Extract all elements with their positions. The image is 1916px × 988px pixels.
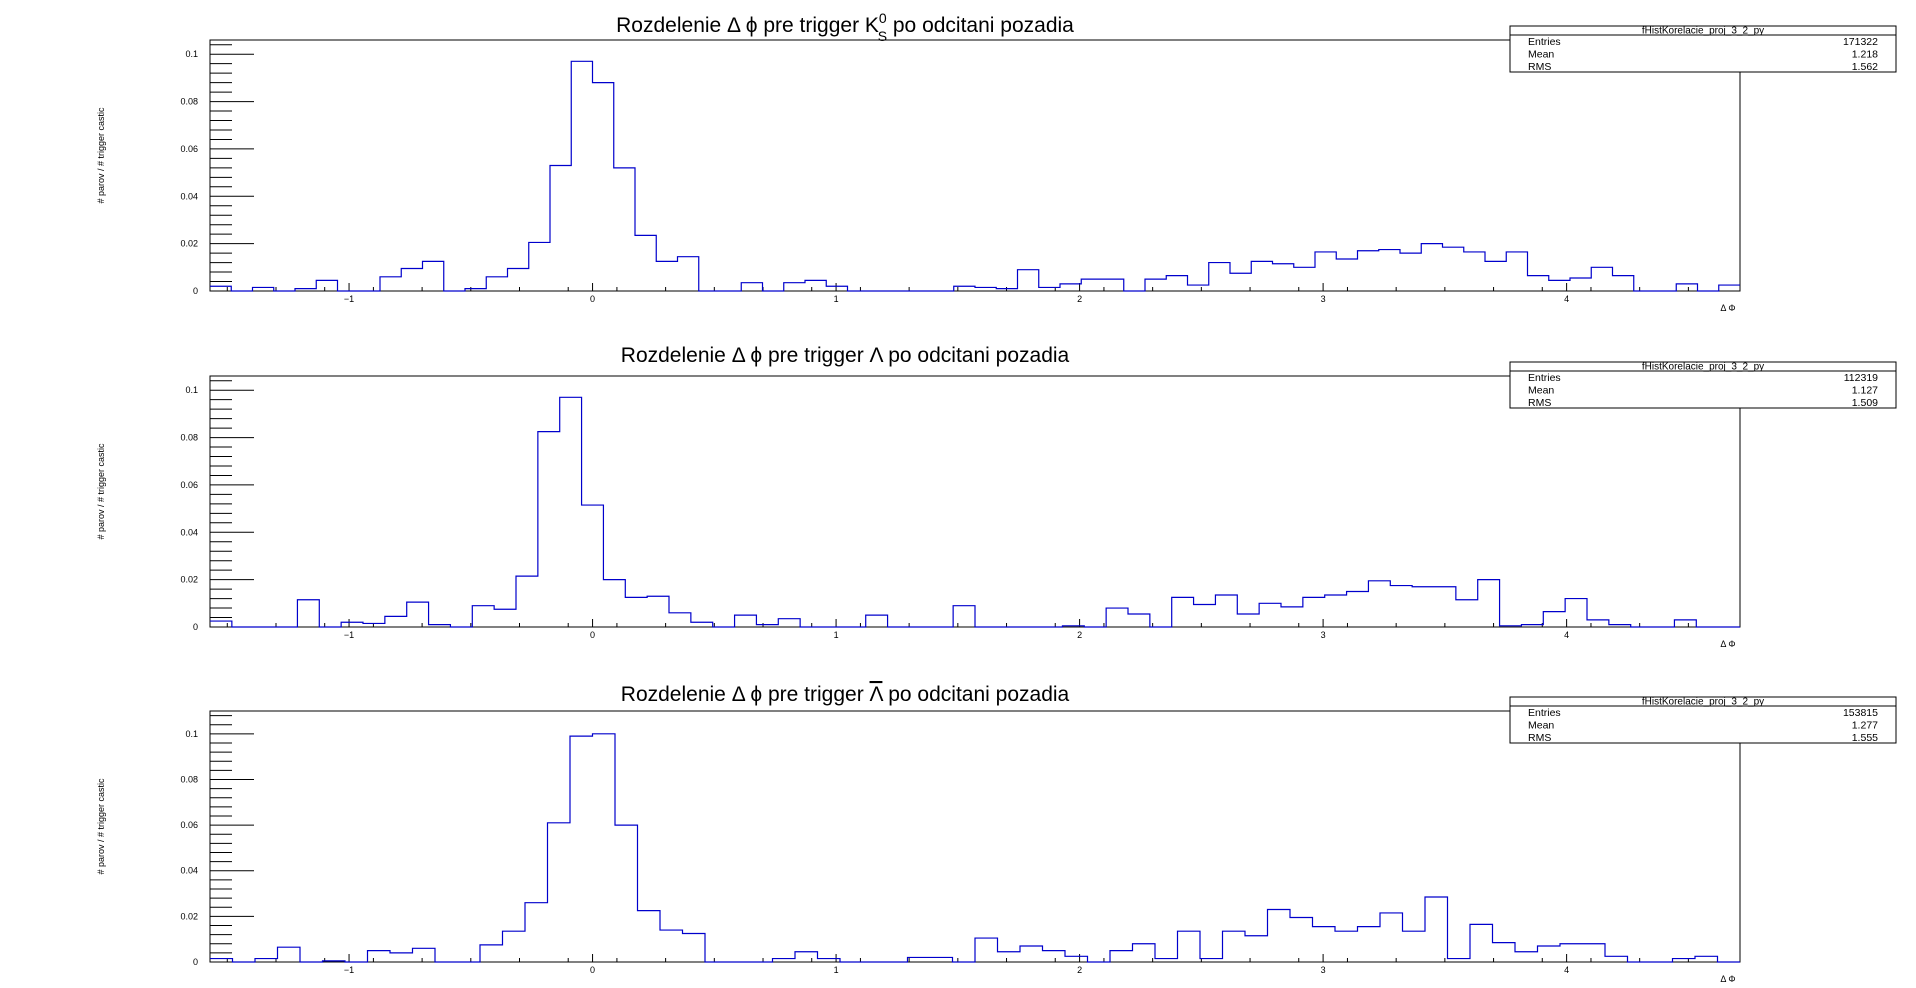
stats-value: 1.562 (1852, 61, 1878, 73)
y-tick-label: 0.08 (180, 433, 198, 443)
y-tick-label: 0.08 (180, 97, 198, 107)
x-tick-label: 2 (1077, 294, 1082, 304)
title-subscript: S (878, 28, 887, 44)
stats-value: 1.127 (1852, 385, 1878, 397)
title-suffix: po odcitani pozadia (882, 344, 1069, 367)
y-tick-label: 0.08 (180, 774, 198, 784)
chart-title: Rozdelenie Δ ϕ pre trigger Λ po odcitani… (621, 344, 1070, 367)
x-tick-label: 4 (1564, 965, 1569, 975)
histogram-line (210, 60, 1740, 292)
stats-value: 153815 (1843, 707, 1878, 719)
x-tick-label: 3 (1321, 630, 1326, 640)
y-tick-label: 0.04 (180, 866, 198, 876)
stats-value: 1.509 (1852, 397, 1878, 409)
title-text: Rozdelenie Δ ϕ pre trigger (616, 14, 865, 37)
stats-label: Entries (1528, 36, 1561, 48)
title-text: Rozdelenie Δ ϕ pre trigger (621, 344, 870, 367)
stats-label: RMS (1528, 397, 1551, 409)
x-tick-label: 1 (834, 630, 839, 640)
histogram-line (210, 733, 1740, 963)
x-tick-label: 4 (1564, 294, 1569, 304)
chart-panel-2: Rozdelenie Δ ϕ pre trigger Λ po odcitani… (96, 344, 1897, 649)
y-tick-label: 0 (193, 622, 198, 632)
y-tick-label: 0 (193, 957, 198, 967)
plot-frame (209, 39, 1741, 292)
y-tick-label: 0.02 (180, 911, 198, 921)
title-suffix: po odcitani pozadia (887, 14, 1074, 37)
x-tick-label: 4 (1564, 630, 1569, 640)
stats-name: fHistKorelacie_proj_3_2_py (1642, 362, 1764, 373)
stats-label: Mean (1528, 49, 1554, 61)
stats-frame (1509, 25, 1897, 73)
plot-frame (209, 710, 1741, 963)
y-tick-label: 0.06 (180, 480, 198, 490)
stats-name: fHistKorelacie_proj_3_2_py (1642, 697, 1764, 708)
title-suffix: po odcitani pozadia (882, 683, 1069, 706)
stats-label: RMS (1528, 61, 1551, 73)
y-tick-label: 0.02 (180, 575, 198, 585)
stats-label: Mean (1528, 720, 1554, 732)
stats-frame (1509, 361, 1897, 409)
y-tick-label: 0.04 (180, 527, 198, 537)
x-tick-label: −1 (344, 630, 354, 640)
chart-title: Rozdelenie Δ ϕ pre trigger Λ po odcitani… (621, 683, 1070, 706)
title-text: Rozdelenie Δ ϕ pre trigger (621, 683, 870, 706)
title-particle: Λ (870, 683, 884, 706)
y-axis-label: # parov / # trigger castic (96, 443, 106, 540)
title-particle: Λ (870, 344, 884, 367)
plot-frame (209, 375, 1741, 628)
stats-name: fHistKorelacie_proj_3_2_py (1642, 26, 1764, 37)
stats-value: 1.277 (1852, 720, 1878, 732)
y-tick-label: 0.06 (180, 820, 198, 830)
stats-label: Entries (1528, 707, 1561, 719)
x-axis-label: Δ Φ (1720, 303, 1735, 313)
stats-label: Mean (1528, 385, 1554, 397)
y-tick-label: 0.02 (180, 239, 198, 249)
stats-value: 1.555 (1852, 732, 1878, 744)
x-tick-label: 3 (1321, 965, 1326, 975)
stats-label: Entries (1528, 372, 1561, 384)
stats-box: fHistKorelacie_proj_3_2_py Entries 112319 M… (1509, 361, 1897, 409)
x-tick-label: −1 (344, 965, 354, 975)
x-axis-label: Δ Φ (1720, 974, 1735, 984)
x-tick-label: 2 (1077, 630, 1082, 640)
stats-value: 1.218 (1852, 49, 1878, 61)
x-tick-label: 0 (590, 630, 595, 640)
y-tick-label: 0.04 (180, 191, 198, 201)
y-axis-label: # parov / # trigger castic (96, 778, 106, 875)
x-tick-label: 1 (834, 294, 839, 304)
histogram-line (210, 396, 1740, 628)
x-tick-label: −1 (344, 294, 354, 304)
y-tick-label: 0.1 (185, 49, 198, 59)
stats-value: 112319 (1844, 372, 1878, 384)
chart-title: Rozdelenie Δ ϕ pre trigger K0 S po odcita… (616, 10, 1074, 44)
title-particle: K (865, 14, 879, 37)
x-tick-label: 0 (590, 965, 595, 975)
stats-frame (1509, 696, 1897, 744)
stats-box: fHistKorelacie_proj_3_2_py Entries 153815 M… (1509, 696, 1897, 744)
x-tick-label: 1 (834, 965, 839, 975)
y-tick-label: 0.1 (185, 729, 198, 739)
stats-value: 171322 (1843, 36, 1878, 48)
y-tick-label: 0.1 (185, 385, 198, 395)
x-tick-label: 0 (590, 294, 595, 304)
x-tick-label: 3 (1321, 294, 1326, 304)
x-tick-label: 2 (1077, 965, 1082, 975)
stats-label: RMS (1528, 732, 1551, 744)
chart-panel-1: Rozdelenie Δ ϕ pre trigger K0 S po odcita… (96, 10, 1897, 313)
y-axis-label: # parov / # trigger castic (96, 107, 106, 204)
stats-box: fHistKorelacie_proj_3_2_py Entries 171322 M… (1509, 25, 1897, 73)
x-axis-label: Δ Φ (1720, 639, 1735, 649)
chart-panel-3: Rozdelenie Δ ϕ pre trigger Λ po odcitani… (96, 683, 1897, 984)
title-superscript: 0 (879, 10, 887, 26)
y-tick-label: 0.06 (180, 144, 198, 154)
y-tick-label: 0 (193, 286, 198, 296)
